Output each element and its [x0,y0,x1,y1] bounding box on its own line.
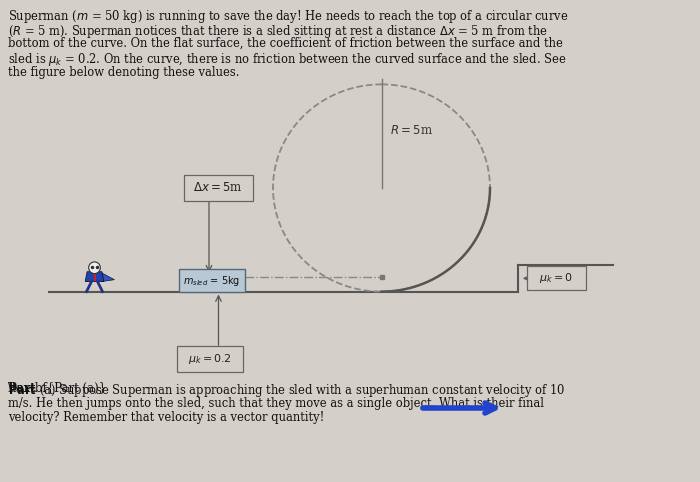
Text: $\mu_k = 0.2$: $\mu_k = 0.2$ [188,352,231,366]
Circle shape [89,262,100,274]
FancyBboxPatch shape [178,269,245,292]
Text: bottom of the curve. On the flat surface, the coefficient of friction between th: bottom of the curve. On the flat surface… [8,37,563,50]
FancyBboxPatch shape [526,267,585,290]
Text: ($R$ = 5 m). Superman notices that there is a sled sitting at rest a distance $\: ($R$ = 5 m). Superman notices that there… [8,23,548,40]
Text: velocity? Remember that velocity is a vector quantity!: velocity? Remember that velocity is a ve… [8,411,324,424]
Text: $R = 5$m: $R = 5$m [389,124,433,137]
FancyBboxPatch shape [176,346,242,372]
Polygon shape [85,272,104,281]
Text: \textbf{Part (a)}: \textbf{Part (a)} [8,382,106,395]
Text: $\mu_k = 0$: $\mu_k = 0$ [538,271,573,285]
Text: sled is $\mu_k$ = 0.2. On the curve, there is no friction between the curved sur: sled is $\mu_k$ = 0.2. On the curve, the… [8,52,566,68]
Text: the figure below denoting these values.: the figure below denoting these values. [8,66,239,79]
Text: Superman ($m$ = 50 kg) is running to save the day! He needs to reach the top of : Superman ($m$ = 50 kg) is running to sav… [8,8,568,25]
Text: $m_{sled}$ = 5kg: $m_{sled}$ = 5kg [183,273,240,288]
Text: $\mathbf{Part}$ (a) Suppose Superman is approaching the sled with a superhuman c: $\mathbf{Part}$ (a) Suppose Superman is … [8,382,565,399]
Text: Part: Part [8,382,40,395]
Polygon shape [102,273,114,281]
Text: $\Delta x = 5$m: $\Delta x = 5$m [193,182,243,194]
FancyBboxPatch shape [184,175,253,201]
Text: m/s. He then jumps onto the sled, such that they move as a single object. What i: m/s. He then jumps onto the sled, such t… [8,397,544,410]
